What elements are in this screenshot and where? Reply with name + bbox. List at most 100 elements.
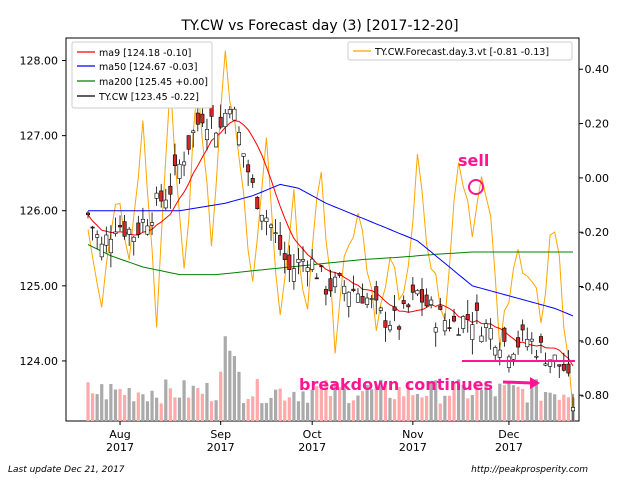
legend-ma200: ma200 [125.45 +0.00] [99, 77, 208, 88]
volume-bar [397, 386, 401, 421]
volume-bar [438, 403, 442, 421]
candle-body [90, 226, 95, 229]
volume-bar [251, 396, 255, 421]
volume-bar [548, 392, 552, 421]
candle-body [392, 306, 397, 311]
right-tick-label: -0.20 [581, 226, 609, 239]
candle-body [227, 109, 232, 115]
candle-body [561, 363, 566, 371]
candle-body [118, 225, 123, 228]
volume-bar [123, 395, 127, 421]
candle-body [552, 354, 557, 361]
volume-bar [287, 397, 291, 421]
axes: 124.00 125.00 126.00 127.00 128.00 -0.80 -0.60… [20, 55, 610, 454]
volume-bar [260, 403, 264, 421]
ma200-line [87, 244, 573, 276]
candle-body [346, 291, 351, 307]
candle-body [255, 196, 260, 209]
x-tick-year: 2017 [207, 441, 235, 454]
volume-bar [466, 398, 470, 421]
volume-bar [246, 399, 250, 421]
candle-body [113, 231, 118, 234]
candle-body [172, 154, 177, 167]
volume-bar [187, 397, 191, 421]
volume-bar [379, 379, 383, 421]
right-tick-label: 0.00 [585, 172, 610, 185]
volume-bar [168, 388, 172, 421]
candle-body [269, 224, 274, 228]
candle-body [236, 132, 241, 146]
volume-bar [516, 386, 520, 421]
volume-bar [507, 383, 511, 421]
candle-body [520, 324, 525, 331]
volume-bar [475, 386, 479, 421]
volume-bar [109, 383, 113, 421]
volume-bar [164, 379, 168, 421]
candle-body [543, 363, 548, 366]
volume-bar [136, 392, 140, 421]
candle-body [438, 305, 443, 310]
candle-body [319, 265, 324, 268]
candle-body [200, 113, 205, 124]
ma50-line [88, 183, 574, 317]
volume-bar [264, 402, 269, 421]
volume-bar [209, 401, 214, 421]
candle-body [502, 327, 507, 342]
footer-last-update: Last update Dec 21, 2017 [8, 465, 125, 475]
volume-bar [95, 394, 99, 421]
volume-bar [452, 383, 456, 421]
volume-bar [360, 391, 365, 421]
candle-body [246, 164, 251, 173]
volume-bar [90, 393, 95, 421]
volume-bar [301, 391, 305, 421]
candle-body [287, 254, 292, 270]
candle-body [86, 212, 91, 216]
x-tick-year: 2017 [106, 441, 134, 454]
candle-body [474, 302, 479, 311]
volume-bar [511, 385, 516, 421]
volume-bar [283, 400, 287, 421]
candle-body [218, 116, 223, 128]
volume-bar [319, 386, 323, 421]
candle-body [461, 316, 466, 329]
legend-forecast: TY.CW.Forecast.day.3.vt [-0.81 -0.13] [374, 47, 549, 58]
candle-body [314, 277, 319, 280]
volume-bar [356, 395, 360, 421]
volume-bar [328, 396, 333, 421]
candle-body [374, 286, 379, 301]
candle-body [337, 273, 342, 276]
volume-bar [566, 397, 571, 421]
candle-body [108, 238, 113, 254]
volume-bar [502, 385, 506, 421]
left-tick-label: 127.00 [20, 130, 59, 143]
volume-bar [530, 384, 534, 421]
candle-body [570, 407, 575, 412]
volume-bar [278, 388, 282, 421]
legend-left: ma9 [124.18 -0.10] ma50 [124.67 -0.03] m… [71, 41, 213, 109]
x-tick-month: Dec [498, 428, 519, 441]
volume-bar [100, 384, 104, 421]
volume-bar [333, 381, 337, 421]
volume-bar [273, 389, 278, 421]
volume-bar [553, 394, 557, 421]
candle-body [177, 163, 182, 179]
candle-body [140, 218, 145, 223]
volume-bar [370, 389, 374, 421]
candle-body [429, 299, 434, 305]
candle-body [529, 338, 534, 342]
price-candles [86, 100, 575, 422]
volume-bar [228, 350, 232, 421]
candle-body [150, 222, 155, 226]
legend-ma50: ma50 [124.67 -0.03] [99, 62, 197, 73]
volume-bar [543, 392, 548, 421]
volume-bar [296, 401, 301, 421]
x-tick-month: Nov [402, 428, 424, 441]
footer-url: http://peakprosperity.com [471, 465, 588, 475]
candle-body [516, 337, 521, 348]
volume-bar [365, 384, 369, 421]
candle-body [383, 320, 388, 328]
candle-body [310, 258, 315, 270]
candle-body [452, 315, 457, 322]
volume-bar [374, 384, 378, 421]
